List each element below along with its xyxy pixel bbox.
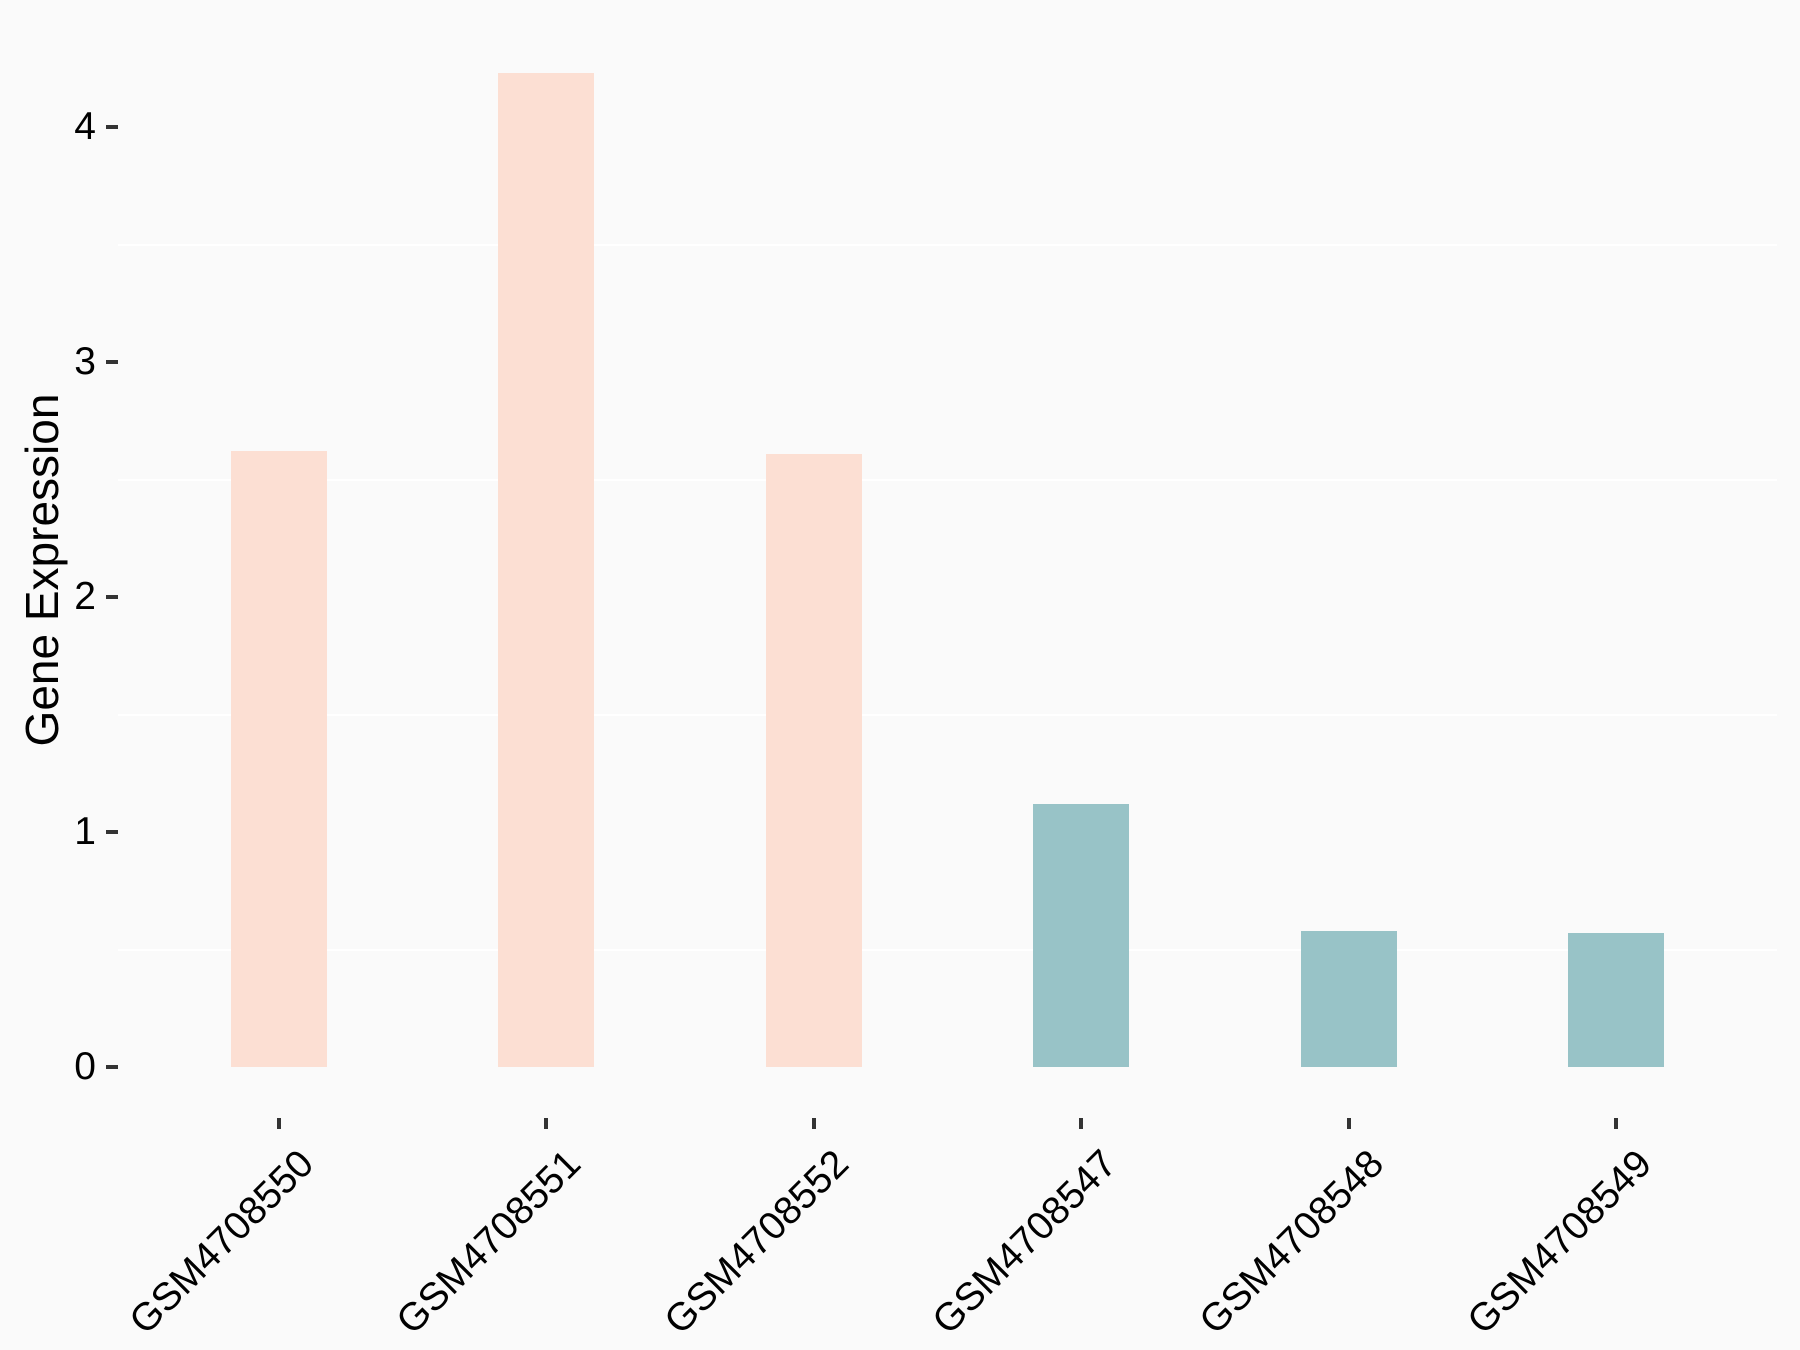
bar-GSM4708551 [498,72,595,1067]
x-tick-label: GSM4708548 [1191,1142,1393,1343]
y-tick-mark [106,830,118,834]
x-tick-label: GSM4708550 [121,1142,322,1343]
y-tick-label: 3 [74,340,96,383]
x-tick-label: GSM4708552 [656,1142,858,1343]
bar-GSM4708550 [230,451,327,1067]
x-tick-mark [276,1118,281,1129]
minor-gridline [118,713,1777,716]
minor-gridline [118,948,1777,951]
y-tick-label: 0 [74,1045,96,1088]
y-tick-label: 4 [74,105,96,148]
x-tick-mark [811,1118,816,1129]
y-tick-mark [106,595,118,599]
y-tick-mark [106,360,118,364]
minor-gridline [118,478,1777,481]
y-axis-title: Gene Expression [16,393,68,747]
minor-gridline [118,243,1777,246]
x-tick-mark [1079,1118,1084,1129]
bar-GSM4708552 [765,453,862,1067]
x-tick-label: GSM4708547 [924,1142,1125,1343]
y-tick-label: 2 [74,575,96,618]
y-tick-label: 1 [74,810,96,853]
x-tick-mark [544,1118,549,1129]
x-tick-label: GSM4708551 [388,1142,590,1343]
bar-GSM4708548 [1300,930,1397,1067]
bar-GSM4708547 [1033,803,1130,1067]
x-tick-mark [1614,1118,1619,1129]
y-tick-mark [106,1065,118,1069]
x-tick-label: GSM4708549 [1459,1142,1660,1343]
y-tick-mark [106,125,118,129]
bar-GSM4708549 [1568,933,1665,1067]
x-tick-mark [1346,1118,1351,1129]
